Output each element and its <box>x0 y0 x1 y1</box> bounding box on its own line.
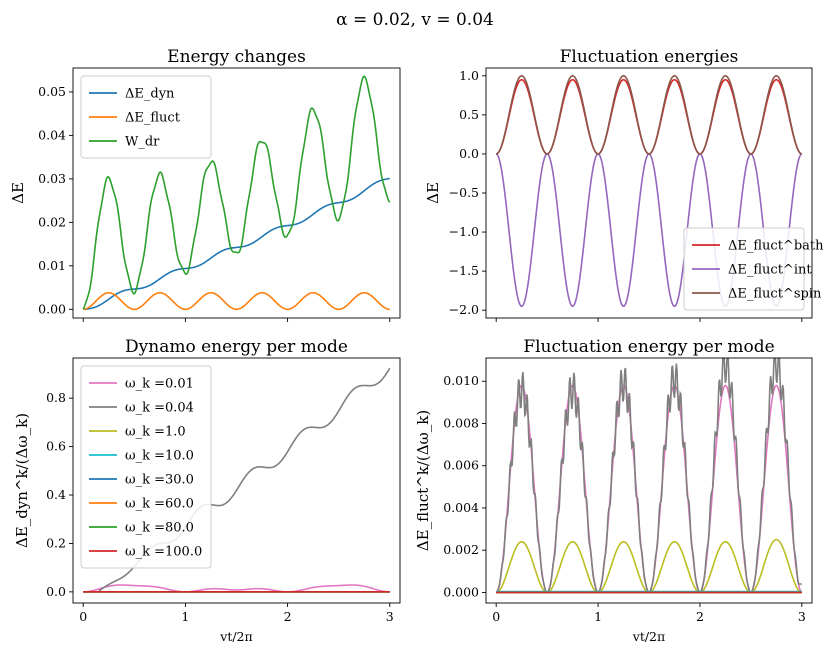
panel-dynamo-per-mode: Dynamo energy per mode 0 1 2 3 0.0 0.2 0.4 0.6 0.… <box>13 337 401 644</box>
axes-frame <box>72 357 401 604</box>
y-tick-label: 0.0 <box>459 146 479 161</box>
panel-title: Energy changes <box>167 47 306 67</box>
y-tick-label: 0.01 <box>38 258 66 273</box>
y-tick-label: 0.8 <box>46 390 66 405</box>
figure-suptitle: α = 0.02, v = 0.04 <box>336 10 494 30</box>
legend-box <box>80 365 212 569</box>
legend-label-e-fluct-bath: ΔE_fluct^bath <box>728 239 824 254</box>
y-tick-label: 0.006 <box>443 458 479 473</box>
y-axis-label: ΔE <box>424 182 442 204</box>
y-tick-label: 0.0 <box>46 584 66 599</box>
y-tick-label: 0.010 <box>443 373 479 388</box>
legend: ΔE_fluct^bath ΔE_fluct^int ΔE_fluct^spin <box>683 227 824 311</box>
y-tick-label: 0.05 <box>38 84 66 99</box>
legend-label-w-dr: W_dr <box>125 135 160 150</box>
x-tick-label: 3 <box>386 609 394 624</box>
legend: ω_k =0.01 ω_k =0.04 ω_k =1.0 ω_k =10.0 ω_k =… <box>80 365 212 569</box>
y-tick-label: 0.02 <box>38 214 66 229</box>
x-tick-label: 0 <box>492 609 500 624</box>
legend-label-k-60-0: ω_k =60.0 <box>125 497 194 512</box>
y-axis-label: ΔE_fluct^k/(Δω_k) <box>414 410 432 551</box>
series-line-k-0-04 <box>495 358 802 594</box>
axes-frame <box>72 67 401 319</box>
y-tick-label: 0.4 <box>46 487 66 502</box>
x-tick-label: 2 <box>284 609 292 624</box>
y-tick-label: −0.5 <box>449 185 479 200</box>
axes-frame <box>485 357 813 604</box>
y-tick-label: −1.5 <box>449 263 479 278</box>
x-tick-label: 0 <box>79 609 87 624</box>
x-tick-label: 1 <box>181 609 189 624</box>
y-tick-label: 0.00 <box>38 301 66 316</box>
x-tick-label: 3 <box>798 609 806 624</box>
series-line-e-dyn <box>83 177 390 311</box>
panel-fluct-per-mode: Fluctuation energy per mode 0 1 2 3 0.000 0.00… <box>414 337 813 644</box>
y-axis-label: ΔE_dyn^k/(Δω_k) <box>13 413 31 548</box>
x-axis-label: vt/2π <box>632 629 665 644</box>
legend-label-e-dyn: ΔE_dyn <box>125 87 175 102</box>
legend-label-e-fluct-spin: ΔE_fluct^spin <box>728 287 822 302</box>
y-axis-label: ΔE <box>9 182 27 204</box>
legend-label-k-10-0: ω_k =10.0 <box>125 449 194 464</box>
x-axis-label: vt/2π <box>219 629 252 644</box>
panel-title: Dynamo energy per mode <box>125 337 348 357</box>
legend-box <box>80 75 212 159</box>
panel-title: Fluctuation energy per mode <box>523 337 774 357</box>
y-tick-label: 1.0 <box>459 68 479 83</box>
y-tick-label: 0.004 <box>443 500 479 515</box>
y-tick-label: 0.008 <box>443 415 479 430</box>
legend-label-k-0-01: ω_k =0.01 <box>125 377 194 392</box>
legend-label-k-80-0: ω_k =80.0 <box>125 521 194 536</box>
series-line-e-fluct <box>83 291 390 311</box>
x-tick-label: 2 <box>696 609 704 624</box>
legend-label-k-100-0: ω_k =100.0 <box>125 545 202 560</box>
y-tick-label: −1.0 <box>449 224 479 239</box>
y-tick-label: 0.5 <box>459 107 479 122</box>
y-tick-label: 0.03 <box>38 171 66 186</box>
y-tick-label: 0.04 <box>38 127 66 142</box>
legend-label-k-1-0: ω_k =1.0 <box>125 425 186 440</box>
panel-title: Fluctuation energies <box>560 47 739 67</box>
legend-label-e-fluct: ΔE_fluct <box>125 111 181 126</box>
series-line-e-fluct-bath <box>496 78 802 155</box>
y-tick-label: 0.002 <box>443 542 479 557</box>
legend-label-k-30-0: ω_k =30.0 <box>125 473 194 488</box>
series-line-k-0-01 <box>83 584 390 593</box>
series-line-k-0-01 <box>495 384 803 594</box>
x-tick-label: 1 <box>594 609 602 624</box>
legend: ΔE_dyn ΔE_fluct W_dr <box>80 75 212 159</box>
panel-energy-changes: Energy changes 0.00 0.01 0.02 0.03 0.04 0.05 ΔE… <box>9 47 401 322</box>
panel-fluctuation-energies: Fluctuation energies −2.0 −1.5 −1.0 −0.5 0.0 0… <box>424 47 824 322</box>
series-line-w-dr <box>82 75 391 310</box>
y-tick-label: −2.0 <box>449 302 479 317</box>
legend-box <box>683 227 805 311</box>
series-line-e-fluct-spin <box>496 74 802 155</box>
legend-label-k-0-04: ω_k =0.04 <box>125 401 194 416</box>
y-tick-label: 0.000 <box>443 584 479 599</box>
y-tick-label: 0.6 <box>46 439 66 454</box>
legend-label-e-fluct-int: ΔE_fluct^int <box>728 263 812 278</box>
y-tick-label: 0.2 <box>46 535 66 550</box>
